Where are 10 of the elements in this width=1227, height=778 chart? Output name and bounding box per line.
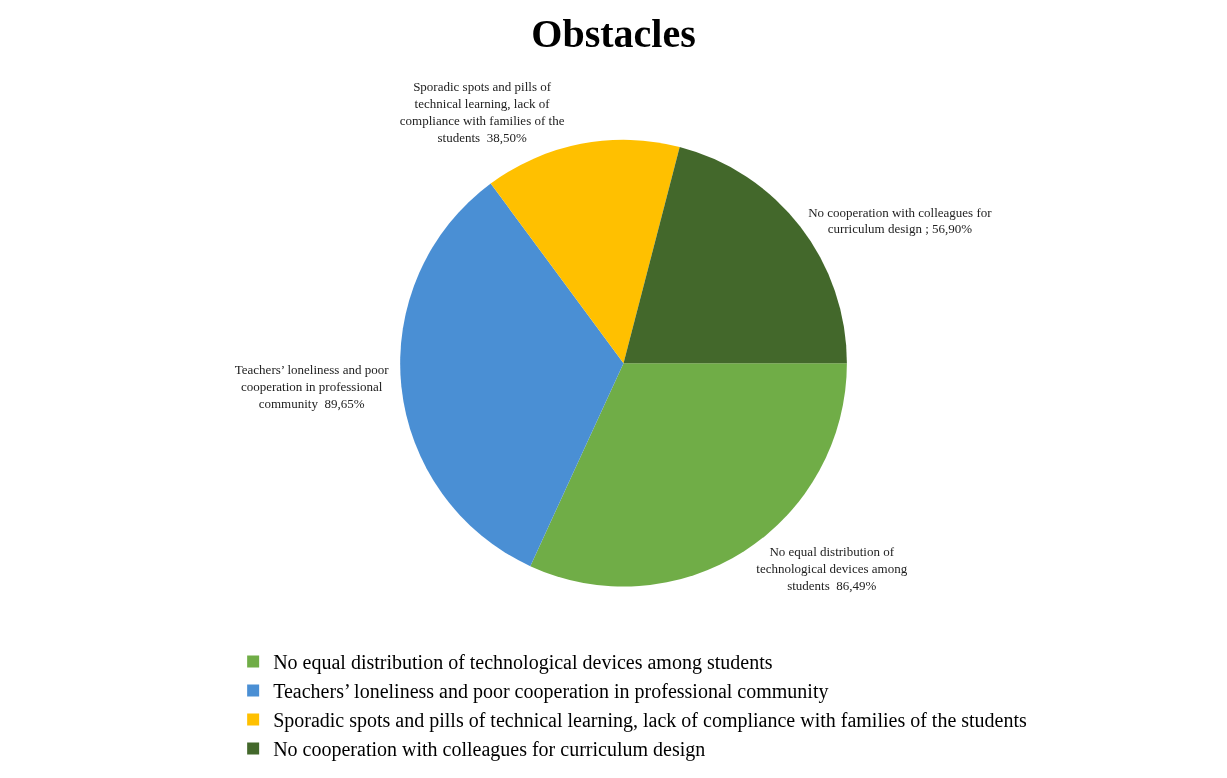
- data-label: Teachers’ loneliness and poor cooperation in professional community 89,65%: [234, 362, 390, 411]
- chart-title: Obstacles: [531, 11, 696, 57]
- legend-label: Sporadic spots and pills of technical learning, lack of compliance with families of the students: [273, 709, 1028, 733]
- legend-label: Teachers’ loneliness and poor cooperation in professional community: [273, 680, 829, 704]
- pie-slice: [400, 183, 624, 567]
- legend-label: No cooperation with colleagues for curriculum design: [273, 738, 706, 762]
- data-label: Sporadic spots and pills of technical learning, lack of compliance with families of the students 38,50%: [399, 79, 565, 146]
- data-label: No equal distribution of technological devices among students 86,49%: [756, 544, 908, 593]
- legend-label: No equal distribution of technological devices among students: [273, 651, 773, 675]
- data-label: No cooperation with colleagues for curriculum design ; 56,90%: [808, 204, 993, 237]
